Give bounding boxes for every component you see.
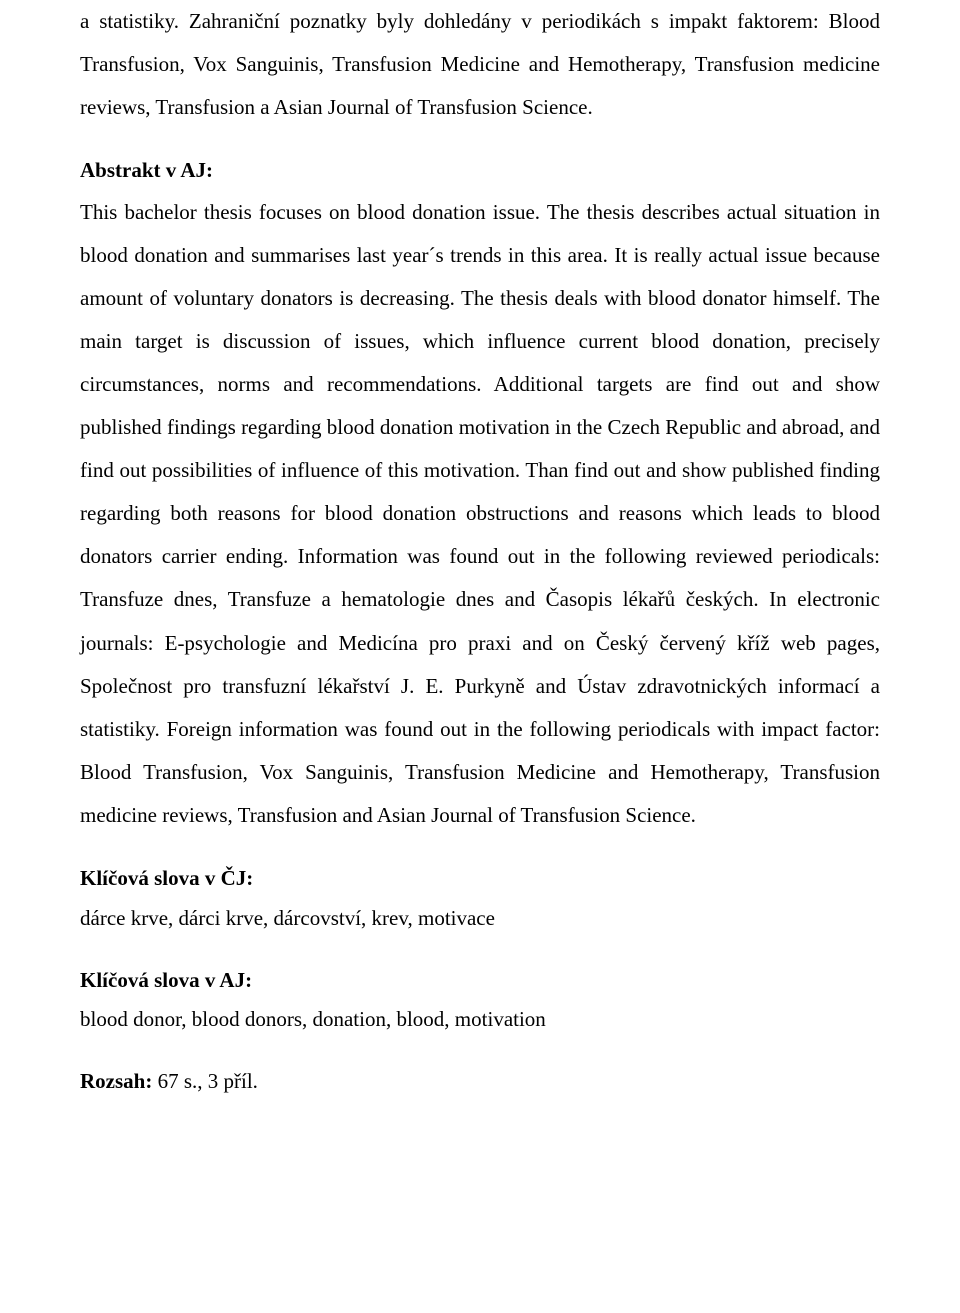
keywords-en-heading: Klíčová slova v AJ:: [80, 961, 880, 1001]
abstract-en-block: Abstrakt v AJ: This bachelor thesis focu…: [80, 151, 880, 837]
abstract-en-body: This bachelor thesis focuses on blood do…: [80, 191, 880, 837]
keywords-en-block: Klíčová slova v AJ: blood donor, blood d…: [80, 961, 880, 1041]
keywords-cz-block: Klíčová slova v ČJ: dárce krve, dárci kr…: [80, 859, 880, 939]
keywords-cz-body: dárce krve, dárci krve, dárcovství, krev…: [80, 899, 880, 939]
keywords-cz-heading: Klíčová slova v ČJ:: [80, 859, 880, 899]
extent-label: Rozsah:: [80, 1069, 158, 1093]
intro-paragraph: a statistiky. Zahraniční poznatky byly d…: [80, 0, 880, 129]
extent-line: Rozsah: 67 s., 3 příl.: [80, 1062, 880, 1102]
extent-value: 67 s., 3 příl.: [158, 1069, 258, 1093]
abstract-en-heading: Abstrakt v AJ:: [80, 151, 880, 191]
keywords-en-body: blood donor, blood donors, donation, blo…: [80, 1000, 880, 1040]
